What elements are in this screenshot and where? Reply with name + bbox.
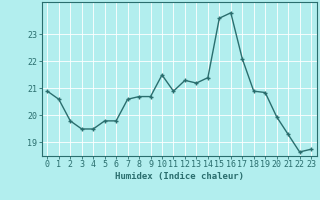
X-axis label: Humidex (Indice chaleur): Humidex (Indice chaleur) xyxy=(115,172,244,181)
